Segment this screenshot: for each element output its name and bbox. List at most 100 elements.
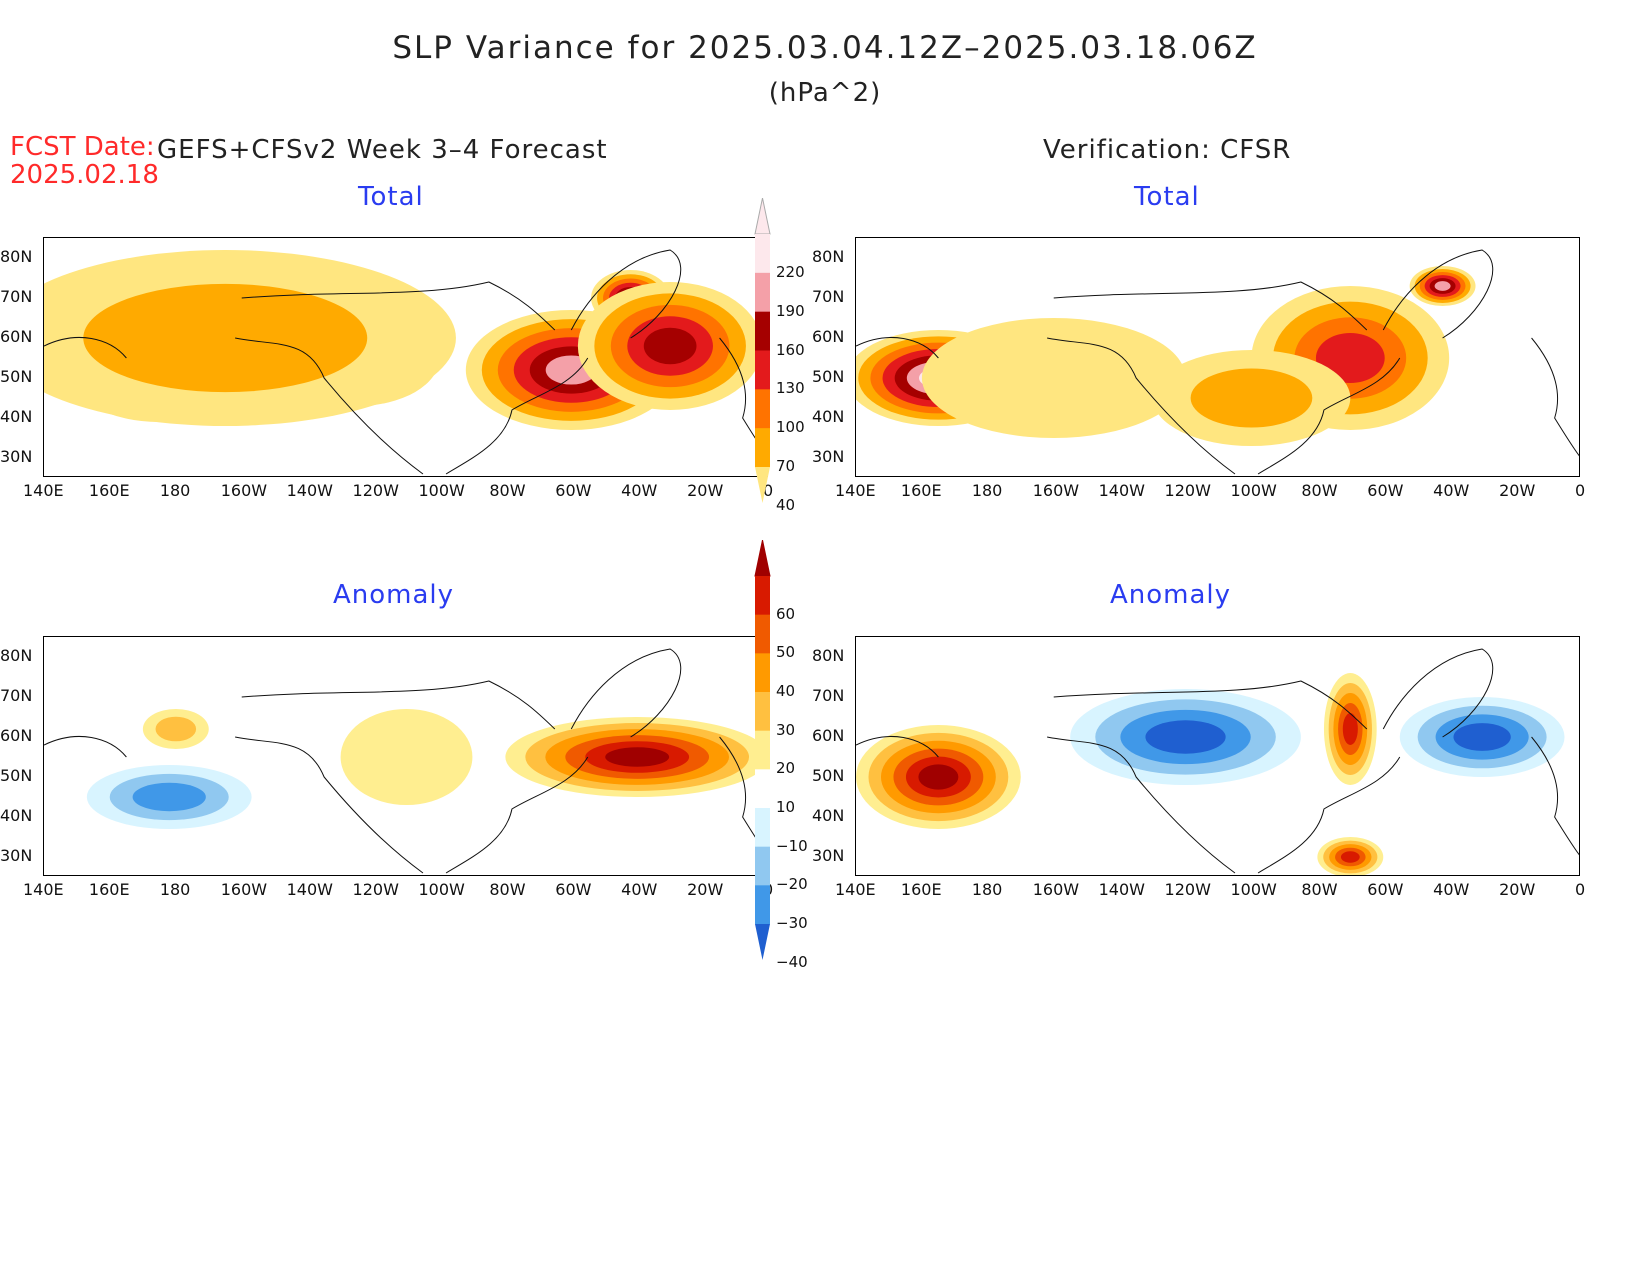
lon-tick-label: 40W (1433, 481, 1470, 500)
colorbar-total: 220 190 160 130 100 70 40 (752, 197, 832, 514)
lat-tick-label: 50N (0, 766, 33, 785)
colorbar-segment (755, 769, 770, 809)
lon-tick-label: 120W (352, 880, 399, 899)
contour-blob-1-level-2 (132, 782, 206, 812)
map-panel-verification-total (855, 237, 1580, 477)
lon-tick-label: 40W (621, 481, 658, 500)
lat-tick-label: 50N (0, 367, 33, 386)
lon-tick-label: 120W (1164, 481, 1211, 500)
lon-tick-label: 80W (489, 880, 526, 899)
lat-tick-label: 60N (812, 327, 845, 346)
lat-tick-label: 80N (812, 646, 845, 665)
lon-tick-label: 140E (23, 880, 64, 899)
contour-blob-1-level-4 (1342, 713, 1358, 745)
units-label: (hPa^2) (768, 78, 882, 108)
verification-title: Verification: CFSR (1043, 135, 1292, 165)
lon-tick-label: 180 (159, 481, 191, 500)
lon-tick-label: 20W (687, 880, 724, 899)
colorbar-level-label: 60 (776, 604, 796, 623)
lon-tick-label: 180 (971, 880, 1003, 899)
lat-tick-label: 40N (0, 407, 33, 426)
figure-title: SLP Variance for 2025.03.04.12Z–2025.03.… (392, 30, 1258, 66)
lat-tick-label: 80N (812, 247, 845, 266)
lon-tick-label: 60W (1367, 481, 1404, 500)
colorbar-segment (755, 653, 770, 693)
lon-tick-label: 0 (763, 481, 774, 500)
colorbar-segment (755, 272, 770, 313)
lon-tick-label: 40W (1433, 880, 1470, 899)
contour-blob-3-level-4 (643, 327, 697, 365)
coastline-5 (241, 281, 556, 331)
lon-tick-label: 160W (1032, 481, 1080, 500)
coastline-1 (1047, 736, 1236, 874)
lon-tick-label: 140W (1098, 481, 1145, 500)
colorbar-level-label: 20 (776, 759, 796, 778)
lon-tick-label: 100W (418, 481, 465, 500)
colorbar-segment (755, 389, 770, 429)
contour-blob-3-level-3 (1315, 332, 1385, 384)
field-svg (856, 648, 1579, 875)
lon-tick-label: 120W (1164, 880, 1211, 899)
lon-tick-label: 20W (1499, 880, 1536, 899)
contour-blob-3-level-3 (1145, 720, 1226, 754)
colorbar-bottom-arrow (755, 924, 770, 960)
colorbar-segment (755, 576, 770, 616)
lon-tick-label: 180 (159, 880, 191, 899)
colorbar-segment (755, 428, 770, 468)
coastline-3 (1382, 648, 1494, 738)
fcst-date-value: 2025.02.18 (10, 160, 159, 190)
colorbar-level-label: 40 (776, 495, 796, 514)
colorbar-segment (755, 846, 770, 886)
lon-tick-label: 20W (687, 481, 724, 500)
lon-tick-label: 160W (220, 481, 268, 500)
panel-label-total-forecast: Total (358, 182, 424, 212)
colorbar-level-label: 160 (776, 340, 805, 359)
lon-tick-label: 180 (971, 481, 1003, 500)
colorbar-level-label: 190 (776, 301, 805, 320)
contour-blob-0-level-5 (918, 764, 959, 790)
lat-tick-label: 50N (812, 367, 845, 386)
contour-blob-4-level-1 (1190, 368, 1313, 428)
lat-tick-label: 40N (812, 407, 845, 426)
lat-tick-label: 70N (812, 287, 845, 306)
lat-tick-label: 60N (0, 726, 33, 745)
coastline-2 (1257, 756, 1401, 874)
colorbar-level-label: 130 (776, 379, 805, 398)
coastline-5 (1053, 680, 1368, 730)
lon-tick-label: 20W (1499, 481, 1536, 500)
lon-tick-label: 160W (220, 880, 268, 899)
lon-tick-label: 0 (1575, 481, 1586, 500)
colorbar-level-label: −40 (776, 952, 808, 971)
coastline-3 (570, 249, 682, 339)
forecast-title: GEFS+CFSv2 Week 3–4 Forecast (157, 135, 608, 165)
contour-blob-4-level-3 (1453, 723, 1511, 751)
lat-tick-label: 30N (812, 846, 845, 865)
lon-tick-label: 0 (1575, 880, 1586, 899)
colorbar-segment (755, 808, 770, 848)
lon-tick-label: 60W (555, 481, 592, 500)
contour-blob-3-level-0 (340, 709, 473, 805)
lat-tick-label: 40N (812, 806, 845, 825)
coastline-0 (856, 736, 939, 758)
lon-tick-label: 160W (1032, 880, 1080, 899)
colorbar-anomaly: 60 50 40 30 20 10 −10 −20 −30 −40 (752, 539, 832, 971)
coastline-0 (44, 337, 127, 359)
coastline-1 (235, 337, 424, 475)
lat-tick-label: 70N (0, 287, 33, 306)
coastline-0 (44, 736, 127, 758)
colorbar-level-label: 30 (776, 720, 796, 739)
colorbar-level-label: 70 (776, 457, 796, 475)
coastline-5 (241, 680, 556, 730)
coastline-1 (235, 736, 424, 874)
contour-blob-2-level-1 (155, 716, 197, 742)
lon-tick-label: 160E (900, 880, 942, 899)
contour-blob-2-level-4 (1340, 851, 1360, 863)
lat-tick-label: 30N (812, 447, 845, 466)
colorbar-segment (755, 885, 770, 925)
colorbar-top-arrow (754, 539, 771, 577)
lon-tick-label: 140W (286, 481, 333, 500)
lon-tick-label: 100W (418, 880, 465, 899)
lon-tick-label: 80W (1301, 481, 1338, 500)
colorbar-segment (755, 350, 770, 390)
coastline-3 (1382, 249, 1494, 339)
